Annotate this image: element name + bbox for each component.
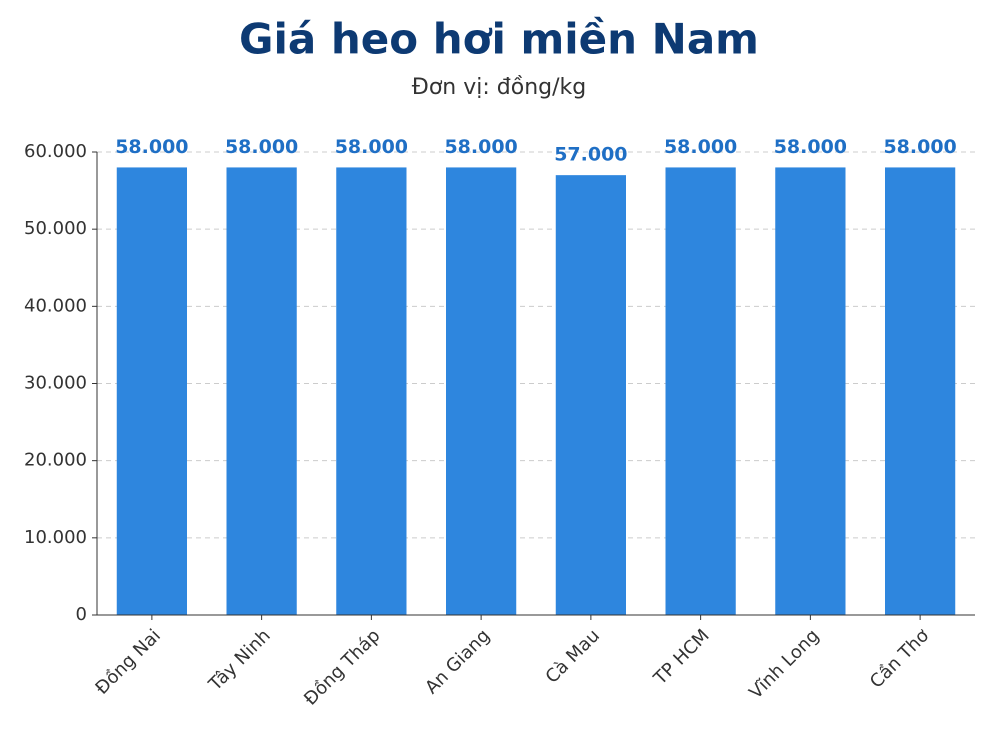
bar (775, 167, 846, 615)
y-tick-label: 20.000 (24, 450, 87, 471)
value-label: 57.000 (554, 144, 627, 166)
x-tick-label: Cà Mau (542, 625, 604, 687)
x-tick-label: TP HCM (649, 625, 714, 690)
bar (885, 167, 956, 615)
value-label: 58.000 (444, 136, 517, 158)
value-label: 58.000 (335, 136, 408, 158)
bar (116, 167, 187, 615)
x-tick-label: Vĩnh Long (745, 625, 823, 703)
y-tick-label: 0 (76, 604, 87, 625)
x-tick-label: Tây Ninh (204, 625, 274, 695)
value-label: 58.000 (664, 136, 737, 158)
value-label: 58.000 (774, 136, 847, 158)
bar (446, 167, 517, 615)
value-label: 58.000 (883, 136, 956, 158)
y-tick-label: 40.000 (24, 295, 87, 316)
chart-title: Giá heo hơi miền Nam (239, 15, 759, 64)
value-label: 58.000 (225, 136, 298, 158)
x-tick-label: Cần Thơ (866, 625, 933, 692)
y-tick-label: 30.000 (24, 373, 87, 394)
bar (665, 167, 736, 615)
y-tick-label: 50.000 (24, 218, 87, 239)
bar (226, 167, 297, 615)
x-tick-label: Đồng Tháp (300, 625, 384, 709)
x-tick-label: An Giang (421, 625, 494, 698)
y-tick-label: 10.000 (24, 527, 87, 548)
value-label: 58.000 (115, 136, 188, 158)
y-tick-label: 60.000 (24, 141, 87, 162)
chart-subtitle: Đơn vị: đồng/kg (412, 75, 586, 100)
bar (555, 175, 626, 615)
bar (336, 167, 407, 615)
x-tick-label: Đồng Nai (91, 625, 165, 699)
